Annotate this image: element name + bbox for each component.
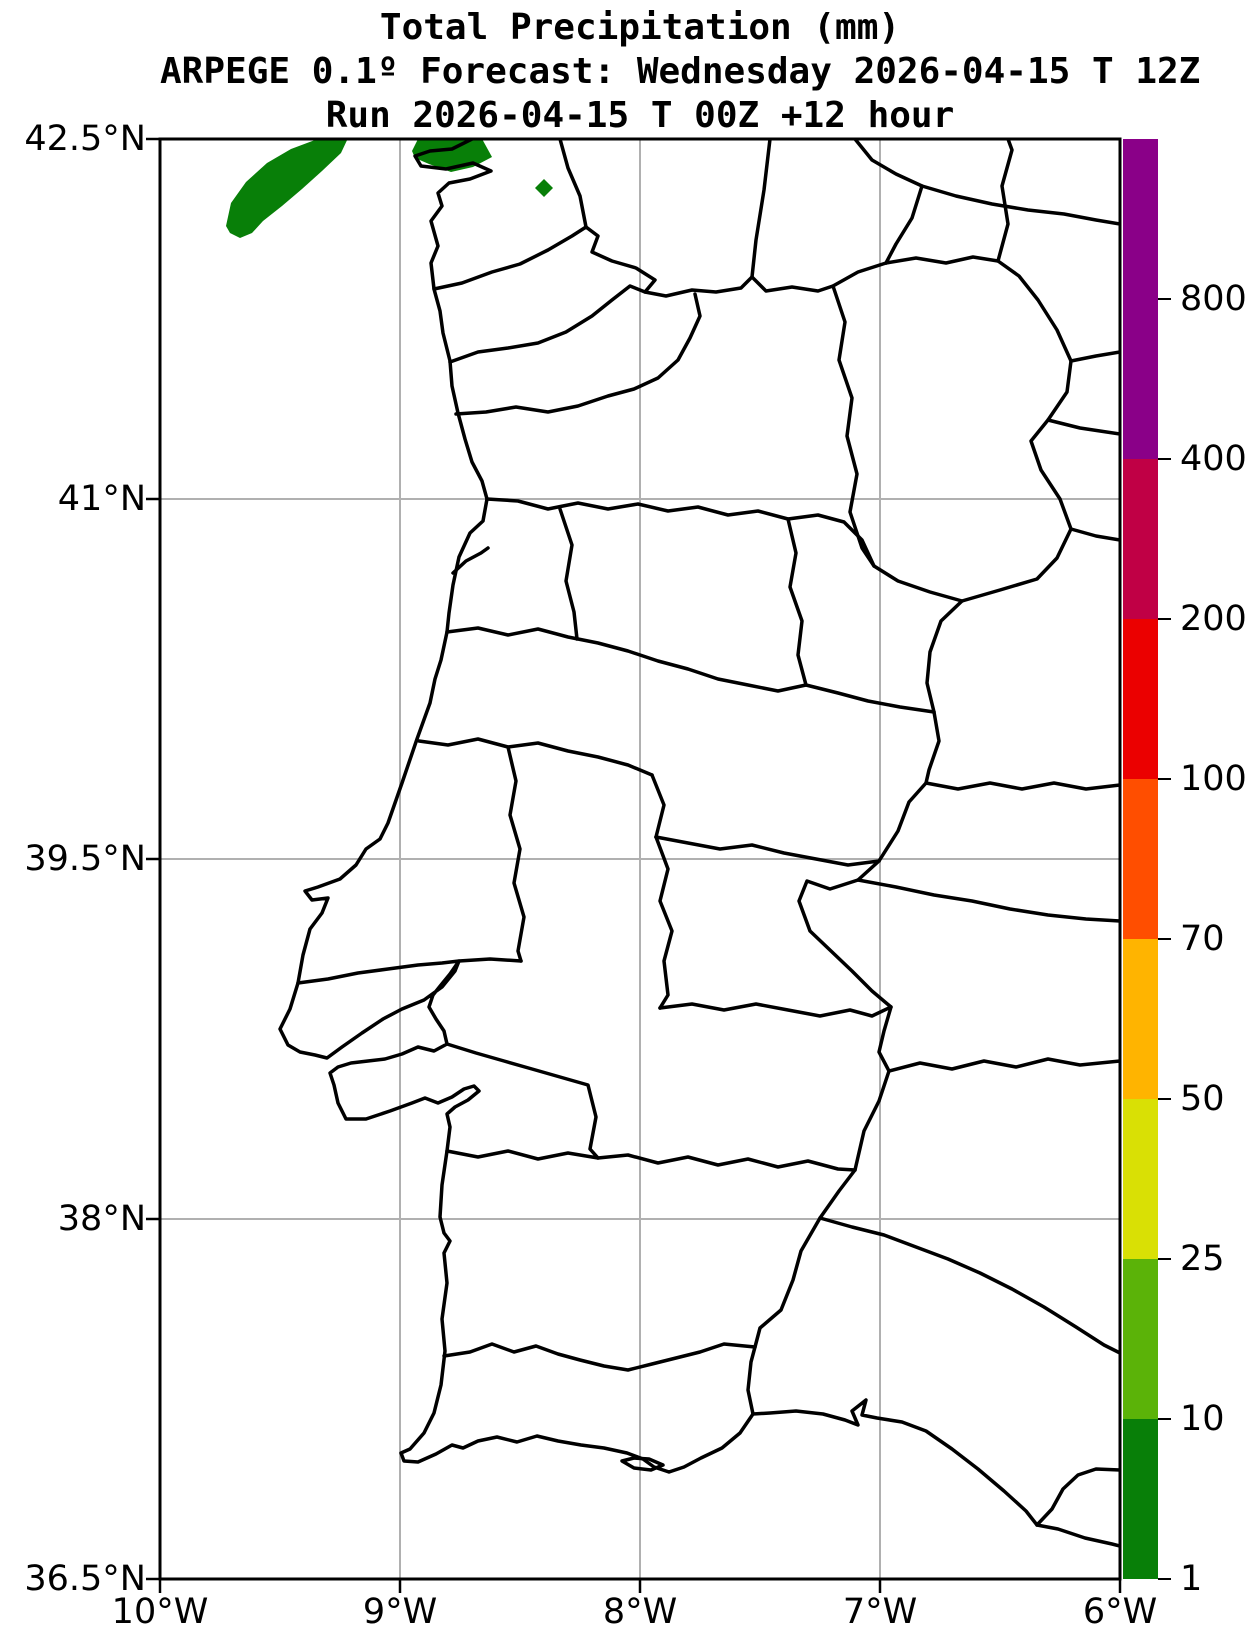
lon-tick-label: 8°W bbox=[602, 1592, 678, 1632]
lat-tick-label: 36.5°N bbox=[24, 1559, 146, 1599]
colorbar-segment bbox=[1123, 139, 1158, 299]
colorbar-tick-label: 70 bbox=[1180, 919, 1225, 959]
chart-subtitle: ARPEGE 0.1º Forecast: Wednesday 2026-04-… bbox=[160, 51, 1201, 92]
colorbar-tick-label: 1 bbox=[1180, 1559, 1203, 1599]
colorbar-tick-label: 100 bbox=[1180, 759, 1247, 799]
colorbar-tick-label: 400 bbox=[1180, 439, 1247, 479]
colorbar-segment bbox=[1123, 1099, 1158, 1259]
axis-tick-marks bbox=[146, 137, 1122, 1593]
figure-title-block: Total Precipitation (mm) ARPEGE 0.1º For… bbox=[160, 6, 1201, 138]
colorbar-segment bbox=[1123, 619, 1158, 779]
colorbar-tick-label: 800 bbox=[1180, 279, 1247, 319]
lon-tick-label: 9°W bbox=[362, 1592, 438, 1632]
grid-lines bbox=[160, 139, 1120, 1579]
colorbar-segment bbox=[1123, 1419, 1158, 1579]
lon-tick-label: 6°W bbox=[1082, 1592, 1158, 1632]
colorbar-segment bbox=[1123, 459, 1158, 619]
district-boundaries bbox=[296, 139, 1120, 1372]
chart-run-info: Run 2026-04-15 T 00Z +12 hour bbox=[325, 95, 955, 136]
colorbar-segment bbox=[1123, 299, 1158, 459]
lon-tick-label: 10°W bbox=[111, 1592, 209, 1632]
colorbar-tick-label: 10 bbox=[1180, 1399, 1225, 1439]
lat-tick-label: 41°N bbox=[57, 479, 146, 519]
colorbar-segment bbox=[1123, 779, 1158, 939]
colorbar-segment bbox=[1123, 939, 1158, 1099]
axes-frame bbox=[158, 137, 1122, 1581]
chart-title: Total Precipitation (mm) bbox=[379, 7, 901, 48]
precip-patch bbox=[226, 139, 348, 238]
colorbar-segment bbox=[1123, 1259, 1158, 1419]
precipitation-patches bbox=[226, 139, 553, 238]
colorbar-tick-label: 50 bbox=[1180, 1079, 1225, 1119]
colorbar-tick-label: 25 bbox=[1180, 1239, 1225, 1279]
country-border bbox=[432, 225, 1073, 1416]
coastline bbox=[278, 139, 1120, 1548]
precip-patch bbox=[535, 179, 553, 197]
lat-tick-label: 38°N bbox=[57, 1199, 146, 1239]
lat-tick-label: 42.5°N bbox=[24, 119, 146, 159]
lon-tick-label: 7°W bbox=[842, 1592, 918, 1632]
lat-tick-label: 39.5°N bbox=[24, 839, 146, 879]
colorbar bbox=[1123, 139, 1158, 1579]
colorbar-tick-label: 200 bbox=[1180, 599, 1247, 639]
